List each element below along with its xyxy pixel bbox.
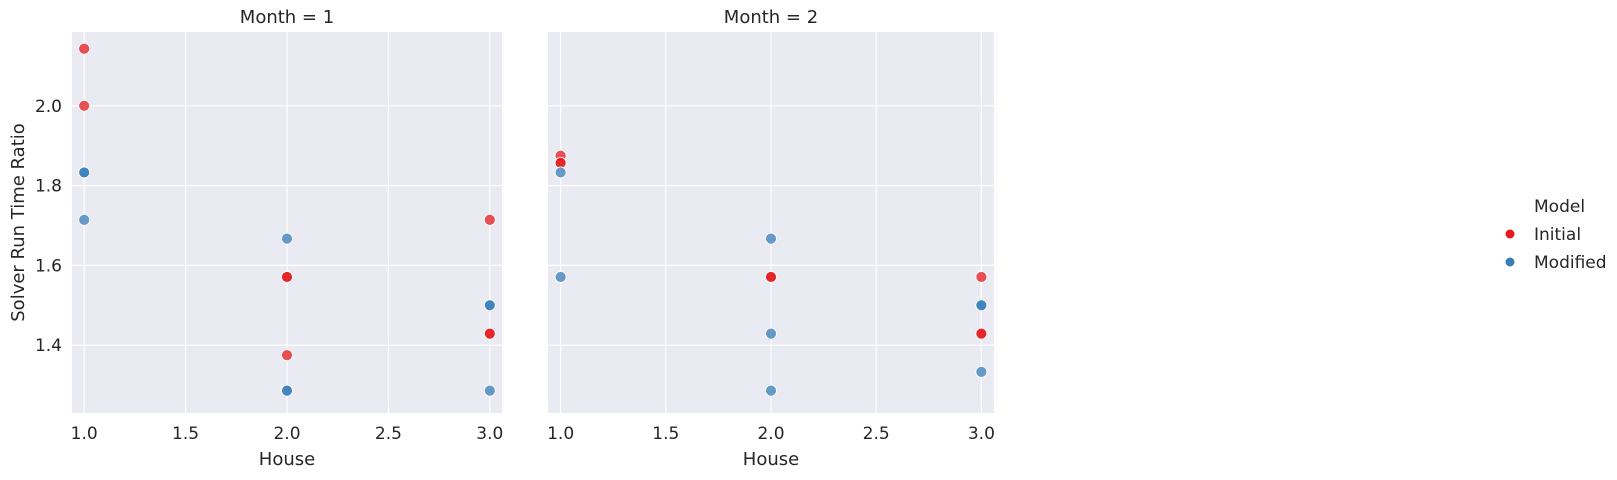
point-initial — [483, 327, 496, 340]
point-modified — [281, 232, 293, 245]
panel-2-x-tick-label: 3.0 — [968, 424, 995, 444]
legend-marker-modified — [1505, 257, 1515, 267]
y-tick-label: 2.0 — [35, 97, 62, 117]
point-initial — [765, 271, 777, 283]
panel-1-x-tick-label: 2.5 — [375, 424, 402, 444]
y-tick-label: 1.4 — [35, 336, 62, 356]
point-initial — [483, 214, 496, 226]
point-initial — [78, 99, 91, 112]
legend-marker-initial — [1505, 229, 1515, 239]
point-modified — [554, 166, 567, 179]
panel-1-x-axis-label: House — [259, 449, 315, 470]
point-initial — [281, 271, 293, 283]
point-modified — [483, 299, 496, 312]
panel-2-x-tick-label: 2.0 — [757, 424, 784, 444]
point-modified — [78, 214, 91, 226]
point-modified — [765, 384, 777, 397]
point-modified — [554, 271, 567, 283]
y-axis-label: Solver Run Time Ratio — [8, 123, 29, 322]
panel-2-x-axis-label: House — [743, 449, 799, 470]
legend-label-modified: Modified — [1534, 253, 1607, 273]
panel-1-x-tick-label: 1.0 — [71, 424, 98, 444]
point-modified — [975, 299, 988, 312]
point-initial — [281, 349, 293, 362]
panel-2-x-tick-label: 2.5 — [863, 424, 890, 444]
panel-2-title: Month = 2 — [724, 7, 818, 28]
panel-1-x-tick-label: 2.0 — [273, 424, 300, 444]
panel-1-x-tick-label: 3.0 — [476, 424, 503, 444]
point-initial — [78, 42, 91, 55]
panel-1-title: Month = 1 — [240, 7, 334, 28]
legend-title: Model — [1534, 197, 1585, 217]
y-tick-label: 1.8 — [35, 177, 62, 197]
point-modified — [78, 166, 91, 179]
panel-2-x-tick-label: 1.5 — [652, 424, 679, 444]
point-initial — [975, 271, 988, 283]
y-tick-label: 1.6 — [35, 256, 62, 276]
panel-1-x-tick-label: 1.5 — [172, 424, 199, 444]
point-modified — [281, 384, 293, 397]
point-modified — [765, 327, 777, 340]
point-modified — [975, 366, 988, 378]
point-modified — [483, 384, 496, 397]
point-modified — [765, 232, 777, 245]
panel-2-x-tick-label: 1.0 — [547, 424, 574, 444]
point-initial — [975, 327, 988, 340]
legend-label-initial: Initial — [1534, 225, 1581, 245]
